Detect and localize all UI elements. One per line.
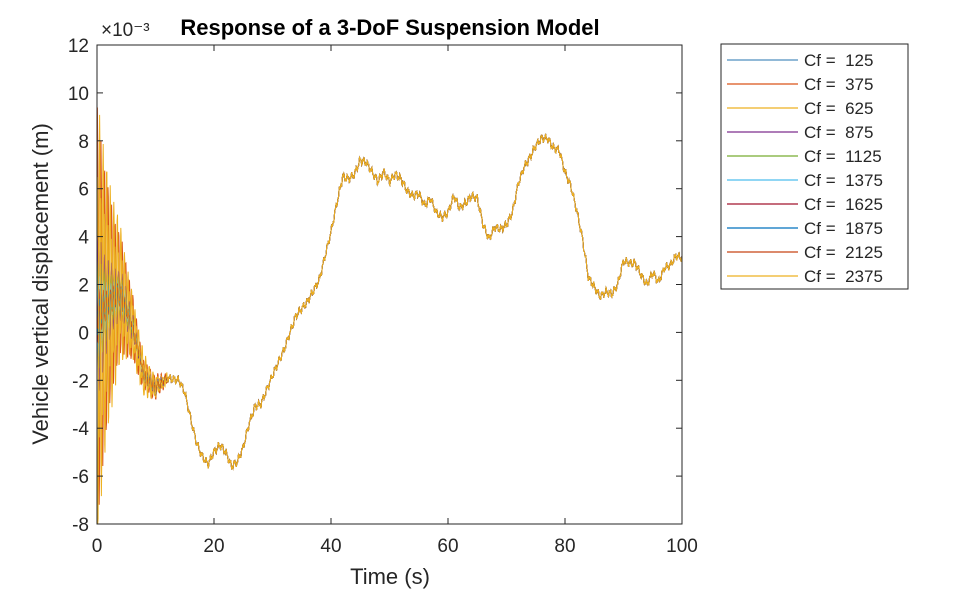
legend-entry: Cf = 1875 [804,219,883,238]
x-tick-label: 20 [203,536,224,557]
legend-box [720,43,909,290]
y-tick-label: 12 [68,36,89,57]
y-tick-label: -6 [72,467,89,488]
y-tick-label: 10 [68,84,89,105]
x-tick-label: 80 [554,536,575,557]
y-tick-label: -2 [72,371,89,392]
series-lines [96,107,683,525]
legend-entry: Cf = 125 [804,51,873,70]
legend-entry: Cf = 1375 [804,171,883,190]
legend-entry: Cf = 875 [804,123,873,142]
x-axis: 0 20 40 60 80 100 [92,45,698,557]
x-tick-label: 100 [666,536,698,557]
legend-entry: Cf = 1625 [804,195,883,214]
legend-entry: Cf = 375 [804,75,873,94]
y-exponent-label: ×10⁻³ [101,20,150,41]
x-tick-label: 40 [320,536,341,557]
y-axis: -8 -6 -4 -2 0 2 4 6 8 10 12 [68,36,682,536]
legend: Cf = 125 Cf = 375 Cf = 625 Cf = 875 Cf = 112… [720,43,909,290]
legend-entry: Cf = 625 [804,99,873,118]
y-tick-label: 8 [78,132,89,153]
y-tick-label: 0 [78,323,89,344]
y-tick-label: 2 [78,276,89,297]
y-tick-label: 4 [78,228,89,249]
y-tick-label: -8 [72,515,89,536]
y-tick-label: -4 [72,419,89,440]
legend-entry: Cf = 1125 [804,147,882,166]
series-line-9 [96,114,683,525]
y-tick-label: 6 [78,180,89,201]
x-tick-label: 0 [92,536,103,557]
x-tick-label: 60 [437,536,458,557]
legend-entry: Cf = 2125 [804,243,883,262]
x-axis-label: Time (s) [350,564,430,589]
legend-entry: Cf = 2375 [804,267,883,286]
chart-title: Response of a 3-DoF Suspension Model [180,15,599,40]
y-axis-label: Vehicle vertical displacement (m) [28,123,53,445]
